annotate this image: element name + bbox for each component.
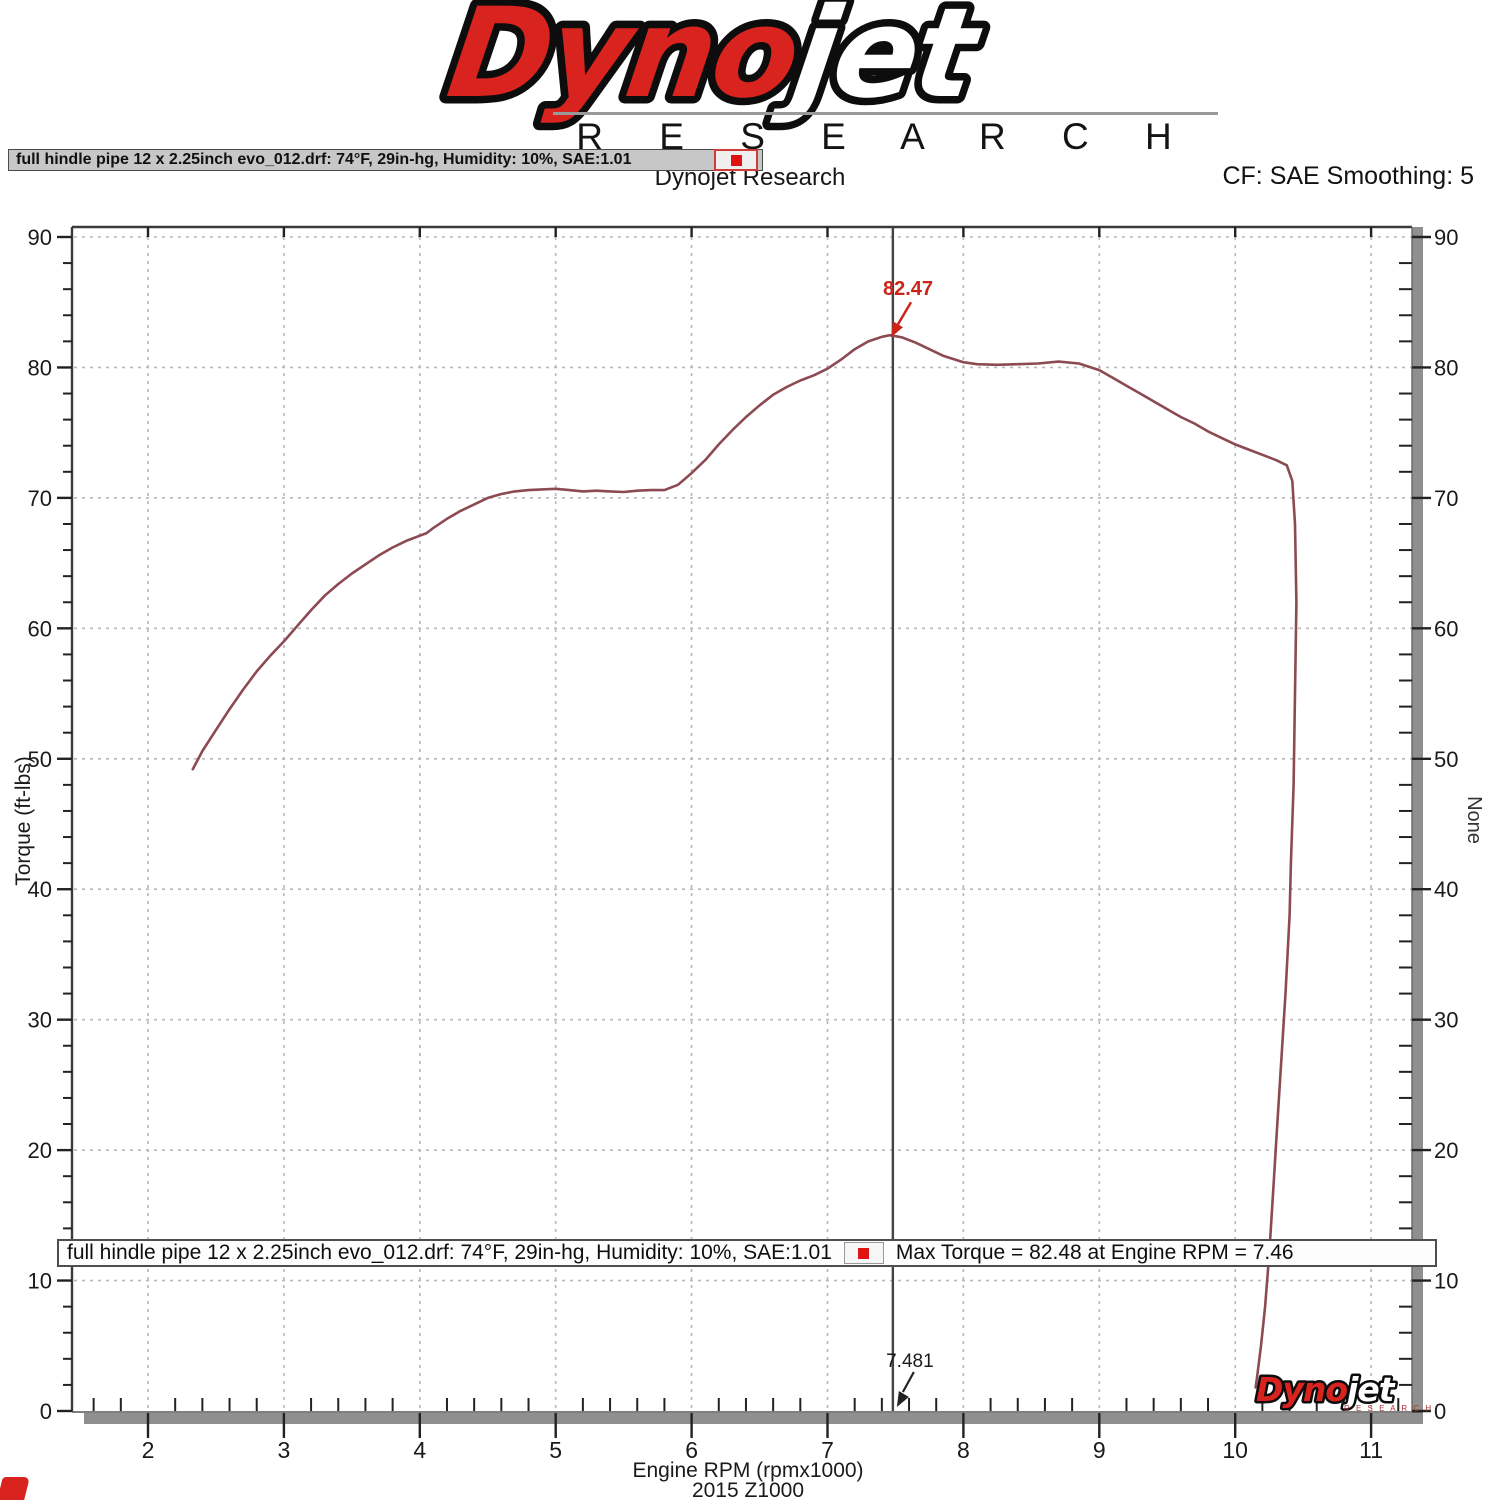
svg-text:80: 80 (28, 355, 52, 380)
legend-run-text: full hindle pipe 12 x 2.25inch evo_012.d… (67, 1241, 832, 1264)
torque-curve (191, 333, 1298, 1389)
legend-box: full hindle pipe 12 x 2.25inch evo_012.d… (57, 1239, 1437, 1267)
svg-text:50: 50 (1434, 747, 1458, 772)
svg-text:8: 8 (957, 1437, 970, 1463)
logo-divider-line (553, 112, 1218, 115)
y-axis-title-left: Torque (ft-lbs) (12, 756, 35, 886)
svg-text:20: 20 (1434, 1138, 1458, 1163)
legend-color-swatch-icon (858, 1247, 870, 1259)
run-info-bar[interactable]: full hindle pipe 12 x 2.25inch evo_012.d… (8, 149, 763, 171)
svg-text:5: 5 (549, 1437, 562, 1463)
svg-text:0: 0 (1434, 1399, 1446, 1424)
svg-text:2: 2 (142, 1437, 155, 1463)
watermark-research-label: R E S E A R C H (1344, 1404, 1433, 1413)
svg-text:70: 70 (28, 486, 52, 511)
svg-text:4: 4 (413, 1437, 426, 1463)
logo-jet: jet (769, 0, 989, 126)
vehicle-caption: 2015 Z1000 (692, 1479, 804, 1500)
logo-dyno: Dyno (440, 0, 806, 126)
svg-text:Dynojet: Dynojet (1256, 1370, 1396, 1409)
svg-text:10: 10 (28, 1269, 52, 1294)
svg-text:80: 80 (1434, 355, 1458, 380)
dynojet-logo: Dynojet (433, 0, 998, 133)
svg-text:20: 20 (28, 1138, 52, 1163)
svg-text:50: 50 (28, 747, 52, 772)
svg-text:Dynojet: Dynojet (440, 0, 990, 126)
svg-text:70: 70 (1434, 486, 1458, 511)
dynojet-logo-text: Dynojet (433, 0, 998, 133)
svg-text:11: 11 (1359, 1437, 1383, 1463)
svg-text:40: 40 (1434, 877, 1458, 902)
y-axis-title-right: None (1463, 796, 1485, 844)
cursor-annotation: 7.481 (886, 1351, 934, 1407)
svg-text:60: 60 (28, 616, 52, 641)
svg-text:3: 3 (278, 1437, 291, 1463)
legend-color-marker (843, 1242, 884, 1264)
svg-text:90: 90 (28, 225, 52, 250)
legend-max-torque-text: Max Torque = 82.48 at Engine RPM = 7.46 (895, 1241, 1294, 1264)
svg-text:9: 9 (1093, 1437, 1106, 1463)
svg-text:0: 0 (40, 1399, 52, 1424)
svg-text:60: 60 (1434, 616, 1458, 641)
run-color-swatch-icon (730, 154, 742, 166)
svg-text:40: 40 (28, 877, 52, 902)
x-axis-title: Engine RPM (rpmx1000) (632, 1459, 863, 1482)
svg-text:7.481: 7.481 (886, 1351, 934, 1372)
svg-text:10: 10 (1222, 1437, 1248, 1463)
axes (70, 225, 1423, 1424)
svg-text:90: 90 (1434, 225, 1458, 250)
svg-text:7: 7 (821, 1437, 834, 1463)
svg-text:6: 6 (685, 1437, 698, 1463)
svg-text:10: 10 (1434, 1269, 1458, 1294)
gridlines (74, 229, 1423, 1410)
axis-labels: 2 3 4 5 6 7 8 9 10 11 0 0 10 10 20 20 30 30 40 40 50 50 60 60 70… (12, 225, 1485, 1500)
svg-text:30: 30 (28, 1008, 52, 1033)
run-color-marker (714, 149, 758, 171)
svg-text:82.47: 82.47 (883, 278, 933, 300)
peak-annotation: 82.47 (883, 278, 933, 338)
run-info-text: full hindle pipe 12 x 2.25inch evo_012.d… (16, 151, 632, 168)
svg-text:30: 30 (1434, 1008, 1458, 1033)
cf-smoothing-label: CF: SAE Smoothing: 5 (1222, 162, 1474, 190)
